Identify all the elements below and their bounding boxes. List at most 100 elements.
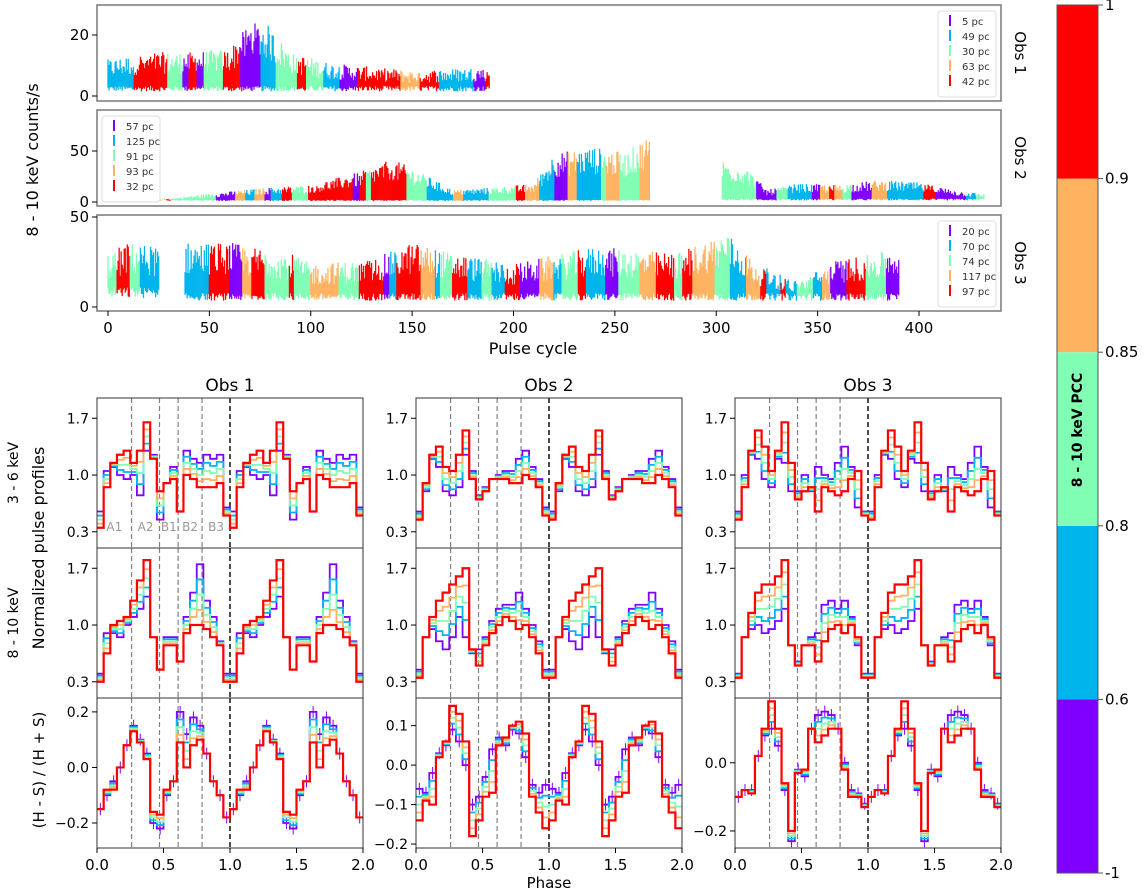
profile-series-bin2 [416, 600, 682, 673]
profile-series-bin3 [735, 583, 1001, 677]
light-curve-panel-obs1: 0 20 Obs 1 5 pc 49 pc 30 pc 63 pc 42 pc [70, 4, 1029, 105]
y-tick-label: 0.1 [386, 719, 408, 735]
colorbar-tick-label: -1 [1105, 864, 1120, 882]
x-tick-label: 1.5 [285, 856, 309, 874]
panel-side-label: Obs 3 [1011, 241, 1029, 284]
legend-entry: 42 pc [962, 77, 990, 88]
profile-series-bin5 [735, 700, 1001, 833]
profile-series-bin4 [97, 568, 363, 681]
y-tick-label: 1.7 [67, 411, 89, 427]
y-tick-label: 1.0 [705, 618, 727, 634]
x-tick-label: 1.0 [856, 856, 880, 874]
y-tick-label: −0.2 [374, 837, 408, 853]
panel-side-label: Obs 1 [1011, 31, 1029, 74]
light-curve-y-axis-label: 8 - 10 keV counts/s [23, 83, 42, 236]
y-tick-label: −0.2 [693, 824, 727, 840]
pulse-profile-panel-obs1-hard: 0.3 1.0 1.7 [67, 547, 364, 699]
x-tick-label: 0 [103, 319, 113, 337]
x-tick-label: 0.5 [471, 856, 495, 874]
x-tick-label: 0.0 [404, 856, 428, 874]
x-tick-label: 350 [803, 319, 832, 337]
legend-entry: 57 pc [126, 122, 154, 133]
row-label-soft: 3 - 6 keV [6, 442, 22, 504]
colorbar-segment [1057, 699, 1098, 873]
y-tick-label: 1.7 [386, 411, 408, 427]
x-tick-label: 0.0 [85, 856, 109, 874]
y-tick-label: 50 [70, 208, 89, 226]
profile-series-bin3 [97, 577, 363, 679]
y-tick-label: 50 [70, 142, 89, 160]
pulse-profile-panel-obs3-soft: 0.3 1.0 1.7 [705, 397, 1002, 549]
x-tick-label: 0.5 [790, 856, 814, 874]
colorbar-tick-label: 0.6 [1105, 690, 1129, 708]
colorbar-segment [1057, 178, 1098, 353]
legend: 57 pc 125 pc 91 pc 93 pc 32 pc [101, 115, 161, 203]
y-tick-label: 0.3 [705, 525, 727, 541]
pulse-profile-panel-obs2-hard: 0.3 1.0 1.7 [386, 547, 683, 699]
pulse-profile-panel-obs3-hr: −0.2 0.0 0.0 0.5 1.0 1.5 2.0 [693, 697, 1013, 874]
y-tick-label: 1.0 [705, 468, 727, 484]
y-tick-label: 1.7 [67, 561, 89, 577]
region-label: A2 [138, 520, 154, 534]
pulse-profile-x-axis-label: Phase [527, 874, 572, 892]
pulse-profile-panel-obs1-soft: 0.3 1.0 1.7 A1 A2 B1 B2 B3 [67, 397, 364, 549]
profile-series-bin1 [735, 599, 1001, 675]
colorbar-tick-label: 0.85 [1105, 343, 1138, 361]
profile-series-bin3 [416, 716, 682, 822]
colorbar: 1 0.9 0.85 0.8 0.6 -1 [1056, 0, 1138, 882]
y-tick-label: 0.3 [386, 525, 408, 541]
y-tick-label: 0.3 [67, 675, 89, 691]
legend-entry: 125 pc [126, 137, 160, 148]
light-curve-panel-obs2: 0 50 Obs 2 57 pc 125 pc 91 pc 93 pc 32 pc [70, 109, 1029, 211]
region-label: B2 [182, 520, 198, 534]
legend-entry: 97 pc [962, 287, 990, 298]
x-tick-label: 100 [296, 319, 325, 337]
x-tick-label: 50 [200, 319, 219, 337]
x-tick-label: 2.0 [351, 856, 375, 874]
colorbar-segment [1057, 352, 1098, 526]
x-tick-label: 250 [601, 319, 630, 337]
row-label-hard: 8 - 10 keV [6, 587, 22, 658]
x-tick-label: 2.0 [670, 856, 694, 874]
legend-frame [937, 220, 997, 308]
panel-frame [96, 4, 1002, 102]
pulse-profile-panel-obs2-hr: −0.2 −0.1 0.0 0.1 0.0 0.5 1.0 1.5 2.0 [374, 697, 694, 874]
profile-series-bin1 [97, 563, 363, 675]
column-title: Obs 1 [205, 376, 254, 396]
y-tick-label: 1.7 [705, 411, 727, 427]
x-tick-label: 1.5 [923, 856, 947, 874]
legend-entry: 49 pc [962, 32, 990, 43]
y-tick-label: 20 [70, 26, 89, 44]
profile-series-bin2 [97, 578, 363, 677]
y-tick-label: 1.0 [386, 468, 408, 484]
y-tick-label: 1.0 [67, 618, 89, 634]
profile-series-bin5 [416, 429, 682, 521]
y-tick-label: 0 [79, 298, 89, 316]
profile-series-bin5 [735, 421, 1001, 521]
profile-series-bin5 [97, 559, 363, 683]
legend-frame [937, 10, 997, 98]
colorbar-label: 8 - 10 keV PCC [1070, 373, 1086, 488]
legend-entry: 91 pc [126, 152, 154, 163]
x-tick-label: 150 [398, 319, 427, 337]
x-tick-label: 1.0 [537, 856, 561, 874]
legend-entry: 93 pc [126, 167, 154, 178]
profile-series-bin5 [97, 730, 363, 819]
profile-series-bin5 [97, 421, 363, 529]
legend: 20 pc 70 pc 74 pc 117 pc 97 pc [937, 220, 997, 308]
colorbar-segment [1057, 525, 1098, 700]
legend-entry: 32 pc [126, 182, 154, 193]
region-label: B3 [208, 520, 224, 534]
y-tick-label: 0.0 [705, 756, 727, 772]
y-tick-label: −0.1 [374, 798, 408, 814]
colorbar-tick-label: 0.8 [1105, 517, 1129, 535]
column-title: Obs 3 [843, 376, 892, 396]
y-tick-label: −0.2 [55, 816, 89, 832]
x-tick-label: 1.5 [604, 856, 628, 874]
profile-series-bin3 [416, 595, 682, 675]
y-tick-label: 0 [79, 193, 89, 211]
colorbar-frame [1056, 4, 1099, 874]
legend-entry: 70 pc [962, 242, 990, 253]
colorbar-tick-label: 0.9 [1105, 170, 1129, 188]
